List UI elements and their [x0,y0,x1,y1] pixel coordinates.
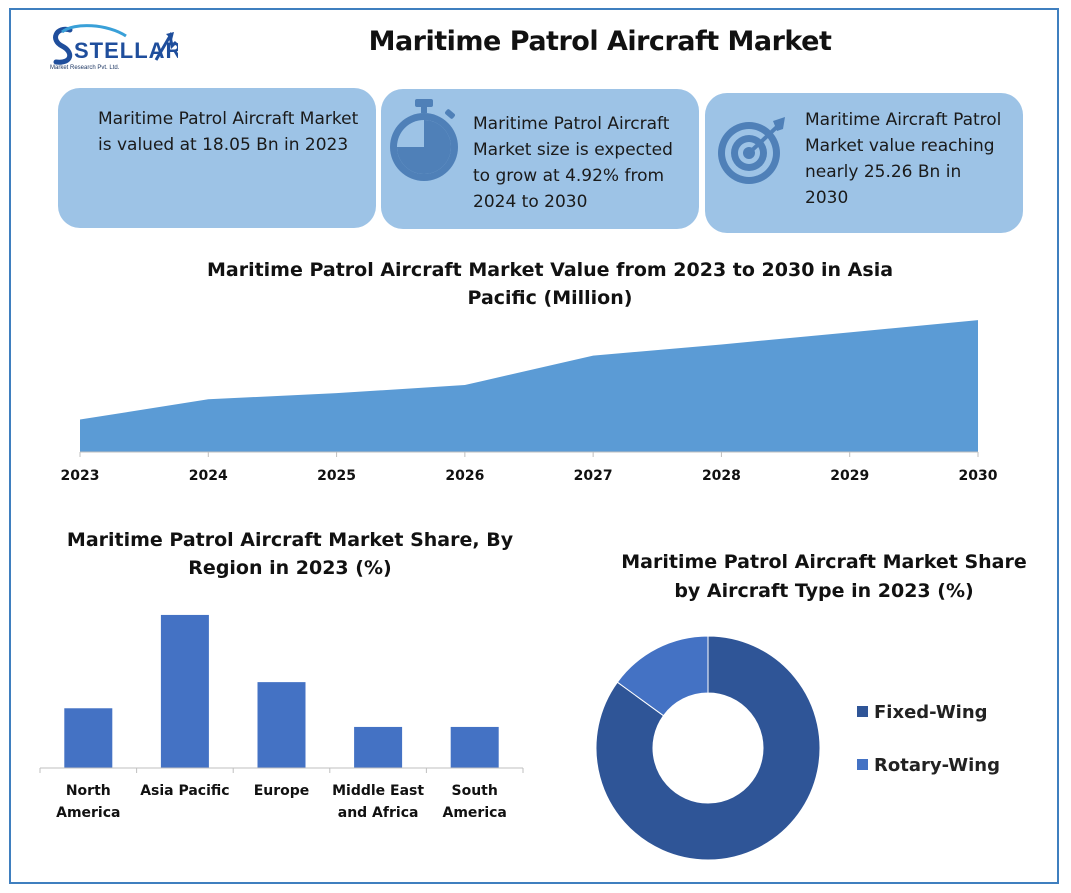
page-title: Maritime Patrol Aircraft Market [368,26,832,57]
growth-text: Maritime Patrol Aircraft Market size is … [473,114,673,212]
donut-slice [616,635,709,717]
bar [64,708,113,768]
area-x-tick-label: 2029 [830,468,870,484]
bar-category-label: Europe [253,783,310,799]
stellar-logo: STELLAR [53,24,178,65]
bar [257,682,306,768]
legend-item: Rotary-Wing [857,755,1000,776]
area-series [80,320,978,452]
area-chart [79,320,979,457]
legend-item: Fixed-Wing [857,702,988,723]
area-x-tick-label: 2030 [958,468,998,484]
bar-category-label: Middle East and Africa [332,783,425,821]
legend-swatch [857,759,868,770]
bar-category-label: North America [56,783,121,821]
market-value-text: Maritime Patrol Aircraft Market is value… [98,109,359,155]
legend-swatch [857,706,868,717]
market-value-card: Maritime Patrol Aircraft Market is value… [58,88,376,228]
bar-category-label: Asia Pacific [140,783,230,799]
area-x-tick-label: 2028 [701,468,741,484]
area-x-tick-label: 2023 [60,468,100,484]
bar-category-label: South America [442,783,507,821]
stopwatch-icon [390,99,458,181]
area-x-tick-label: 2025 [317,468,357,484]
bar-chart-title: Maritime Patrol Aircraft Market Share, B… [66,529,514,579]
donut-chart-title: Maritime Patrol Aircraft Market Share by… [621,551,1027,602]
area-x-tick-label: 2027 [573,468,613,484]
forecast-card: Maritime Aircraft Patrol Market value re… [705,93,1023,233]
bar [354,726,403,768]
area-x-tick-label: 2026 [445,468,485,484]
area-chart-title: Maritime Patrol Aircraft Market Value fr… [206,259,894,309]
forecast-text: Maritime Aircraft Patrol Market value re… [805,110,1002,208]
donut-slice [595,635,821,861]
growth-card: Maritime Patrol Aircraft Market size is … [381,89,699,229]
bar [450,726,499,768]
target-icon [718,117,785,184]
legend-label: Fixed-Wing [874,702,988,723]
logo-subtitle: Market Research Pvt. Ltd. [50,65,120,71]
area-x-tick-label: 2024 [188,468,228,484]
bar [160,614,209,768]
donut-chart [595,635,821,861]
legend-label: Rotary-Wing [874,755,1000,776]
bar-chart [39,614,524,773]
